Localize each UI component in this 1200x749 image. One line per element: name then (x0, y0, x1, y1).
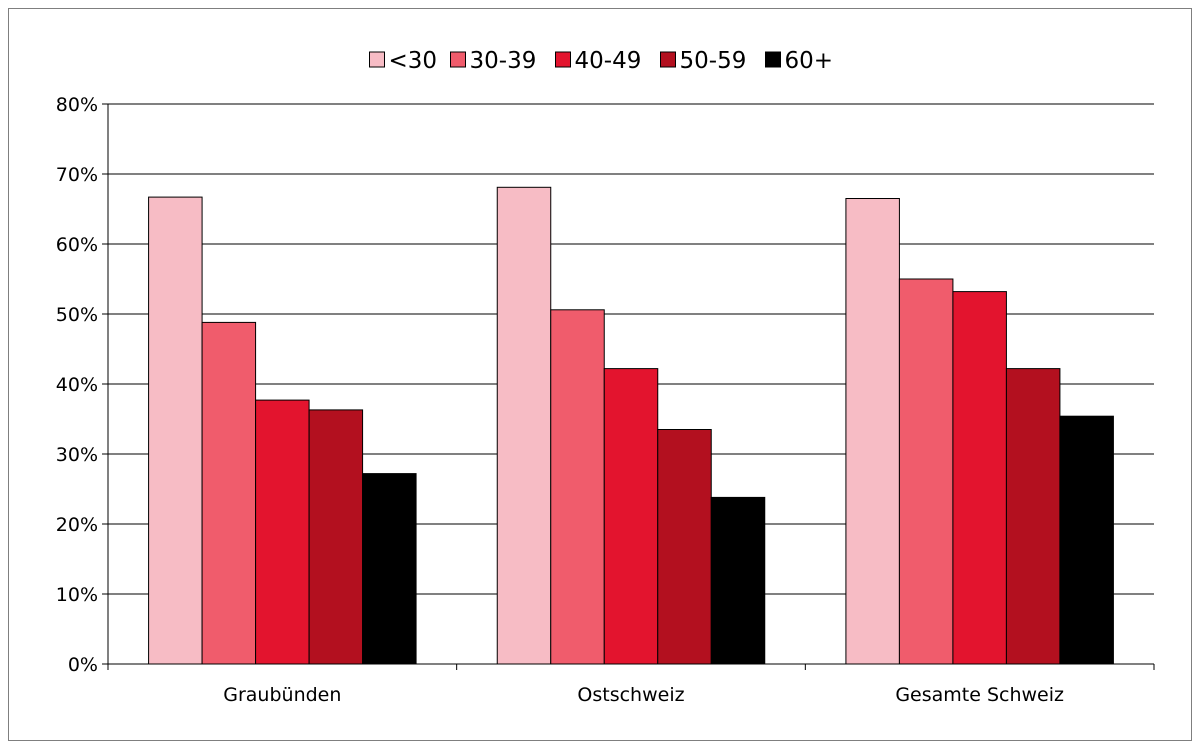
legend-swatch-30-39 (450, 51, 466, 68)
y-tick-label: 50% (56, 304, 98, 326)
legend-label: 30-39 (470, 48, 537, 74)
legend-swatch-60+ (765, 51, 781, 68)
bar-<30-Ostschweiz (496, 186, 552, 665)
bar-60+-Gesamte Schweiz (1059, 415, 1114, 665)
bar-50-59-Graubünden (308, 409, 364, 665)
bar-50-59-Ostschweiz (657, 429, 712, 665)
bar-30-39-Graubünden (201, 321, 257, 665)
legend-label: 40-49 (575, 48, 642, 74)
legend-label: 60+ (785, 48, 834, 74)
legend-label: 50-59 (680, 48, 747, 74)
bar-60+-Graubünden (362, 473, 417, 665)
bar-30-39-Gesamte Schweiz (898, 278, 954, 665)
bar-40-49-Graubünden (255, 399, 310, 665)
bar-50-59-Gesamte Schweiz (1005, 368, 1061, 665)
bar-chart: 0% 10% 20% 30% 40% 50% 60% 70% 80% Graubünden Osts… (56, 48, 1155, 706)
y-tick-label: 30% (56, 444, 98, 466)
x-category-label: Gesamte Schweiz (895, 684, 1064, 706)
bar-30-39-Ostschweiz (550, 309, 605, 665)
bar-<30-Gesamte Schweiz (845, 198, 900, 665)
legend-label: <30 (389, 48, 438, 74)
bar-60+-Ostschweiz (710, 496, 766, 665)
chart-frame: 0% 10% 20% 30% 40% 50% 60% 70% 80% Graubünden Osts… (8, 8, 1192, 741)
legend-swatch-40-49 (555, 51, 571, 68)
legend-swatch-<30 (369, 51, 385, 68)
y-tick-label: 80% (56, 94, 98, 116)
x-category-label: Graubünden (223, 684, 341, 706)
y-tick-label: 20% (56, 514, 98, 536)
x-category-label: Ostschweiz (577, 684, 684, 706)
y-tick-label: 0% (68, 654, 98, 676)
bar-40-49-Gesamte Schweiz (952, 291, 1007, 665)
bar-<30-Graubünden (148, 196, 203, 665)
y-tick-label: 70% (56, 164, 98, 186)
y-tick-label: 40% (56, 374, 98, 396)
y-tick-label: 60% (56, 234, 98, 256)
bar-40-49-Ostschweiz (603, 368, 659, 665)
legend-swatch-50-59 (660, 51, 676, 68)
y-tick-label: 10% (56, 584, 98, 606)
